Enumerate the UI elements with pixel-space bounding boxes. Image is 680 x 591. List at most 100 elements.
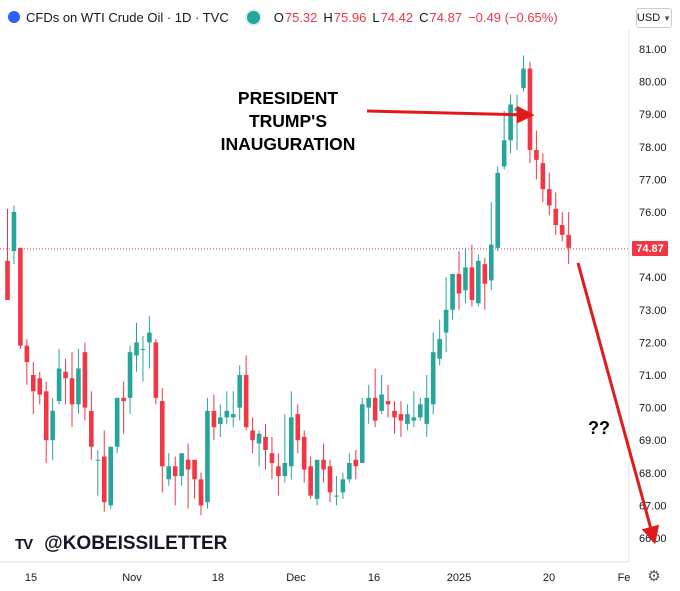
last-price-tag: 74.87 bbox=[632, 241, 668, 256]
candle-body bbox=[405, 414, 410, 424]
candle-body bbox=[456, 273, 462, 294]
candle-body bbox=[43, 391, 49, 441]
y-tick-label: 69.00 bbox=[639, 435, 667, 447]
candle-body bbox=[521, 68, 526, 89]
candle-body bbox=[205, 410, 210, 503]
currency-label: USD bbox=[636, 12, 661, 24]
candle-body bbox=[398, 414, 404, 421]
candle-body bbox=[392, 410, 397, 418]
symbol-icon bbox=[8, 11, 20, 23]
forecast-arrow bbox=[576, 262, 660, 545]
x-tick-label: 15 bbox=[25, 572, 37, 584]
candle-body bbox=[424, 397, 430, 424]
candle-body bbox=[31, 375, 36, 392]
candle-body bbox=[56, 368, 62, 402]
candle-body bbox=[334, 495, 339, 497]
symbol-title[interactable]: CFDs on WTI Crude Oil · 1D · TVC bbox=[26, 9, 229, 25]
candle-body bbox=[37, 378, 43, 395]
candle-body bbox=[366, 397, 371, 408]
candle-body bbox=[269, 453, 275, 464]
candle-body bbox=[153, 342, 159, 398]
high-label: H bbox=[323, 9, 333, 25]
brand-handle: @KOBEISSILETTER bbox=[44, 533, 228, 554]
candle-body bbox=[534, 150, 539, 160]
candle-body bbox=[95, 459, 101, 461]
currency-dropdown[interactable]: USD ▼ bbox=[636, 8, 672, 28]
tradingview-logo: TV bbox=[15, 535, 33, 553]
candle-body bbox=[82, 352, 88, 408]
candle-body bbox=[263, 436, 268, 450]
y-tick-label: 73.00 bbox=[639, 305, 667, 317]
candle-body bbox=[166, 466, 172, 480]
candle-body bbox=[559, 225, 565, 235]
candle-body bbox=[353, 459, 359, 467]
candle-body bbox=[437, 339, 442, 359]
brand-watermark: TV @KOBEISSILETTER bbox=[15, 533, 227, 555]
gear-icon[interactable]: ⚙ bbox=[647, 568, 661, 585]
x-tick-label: 16 bbox=[368, 572, 380, 584]
candle-body bbox=[147, 332, 152, 343]
y-tick-label: 78.00 bbox=[639, 142, 667, 154]
x-tick-label: 2025 bbox=[447, 572, 471, 584]
candle-body bbox=[289, 417, 294, 467]
candle-body bbox=[50, 410, 55, 441]
candle-body bbox=[192, 459, 197, 480]
y-tick-label: 74.00 bbox=[639, 272, 667, 284]
candle-body bbox=[11, 212, 17, 252]
high-value: 75.96 bbox=[333, 9, 367, 25]
candle-body bbox=[250, 430, 255, 441]
chart-header: CFDs on WTI Crude Oil · 1D · TVC O 75.32 … bbox=[8, 6, 564, 28]
candle-body bbox=[211, 410, 217, 428]
candle-body bbox=[547, 189, 552, 206]
candle-body bbox=[501, 140, 507, 167]
candle-body bbox=[314, 459, 320, 499]
candle-body bbox=[308, 466, 313, 496]
candle-body bbox=[430, 352, 436, 405]
candle-body bbox=[476, 260, 481, 304]
candle-body bbox=[482, 264, 488, 284]
candle-body bbox=[443, 309, 449, 333]
candle-body bbox=[76, 368, 81, 405]
x-tick-label: Nov bbox=[122, 572, 142, 584]
open-label: O bbox=[273, 9, 284, 25]
y-tick-label: 76.00 bbox=[639, 207, 667, 219]
question-annotation: ?? bbox=[588, 418, 610, 438]
y-tick-label: 72.00 bbox=[639, 337, 667, 349]
candle-body bbox=[63, 371, 68, 379]
candle-body bbox=[140, 348, 146, 350]
candle-body bbox=[179, 453, 184, 477]
candle-body bbox=[379, 394, 384, 411]
y-tick-label: 77.00 bbox=[639, 174, 667, 186]
candle-body bbox=[224, 410, 230, 418]
candle-body bbox=[463, 267, 468, 291]
candle-body bbox=[256, 433, 262, 444]
candle-body bbox=[488, 244, 494, 281]
candle-body bbox=[508, 104, 513, 141]
candle-body bbox=[301, 436, 307, 470]
candle-body bbox=[108, 446, 113, 506]
candle-body bbox=[198, 479, 204, 506]
candle-body bbox=[527, 68, 533, 151]
x-tick-label: Dec bbox=[286, 572, 306, 584]
y-tick-label: 79.00 bbox=[639, 109, 667, 121]
candle-body bbox=[218, 417, 223, 424]
candle-body bbox=[385, 401, 391, 405]
open-value: 75.32 bbox=[284, 9, 318, 25]
change-value: −0.49 (−0.65%) bbox=[468, 9, 558, 25]
candle-body bbox=[411, 417, 417, 421]
x-tick-label: Fe bbox=[618, 572, 631, 584]
candle-body bbox=[243, 375, 249, 428]
candle-body bbox=[24, 345, 30, 362]
candle-body bbox=[450, 273, 455, 310]
candle-body bbox=[282, 463, 288, 477]
inauguration-arrow bbox=[366, 105, 535, 124]
candle-body bbox=[295, 414, 301, 441]
close-value: 74.87 bbox=[429, 9, 463, 25]
y-tick-label: 68.00 bbox=[639, 468, 667, 480]
candle-body bbox=[276, 466, 281, 477]
candle-body bbox=[18, 247, 23, 346]
candle-body bbox=[469, 267, 475, 301]
candle-body bbox=[372, 397, 378, 421]
x-tick-label: 18 bbox=[212, 572, 224, 584]
